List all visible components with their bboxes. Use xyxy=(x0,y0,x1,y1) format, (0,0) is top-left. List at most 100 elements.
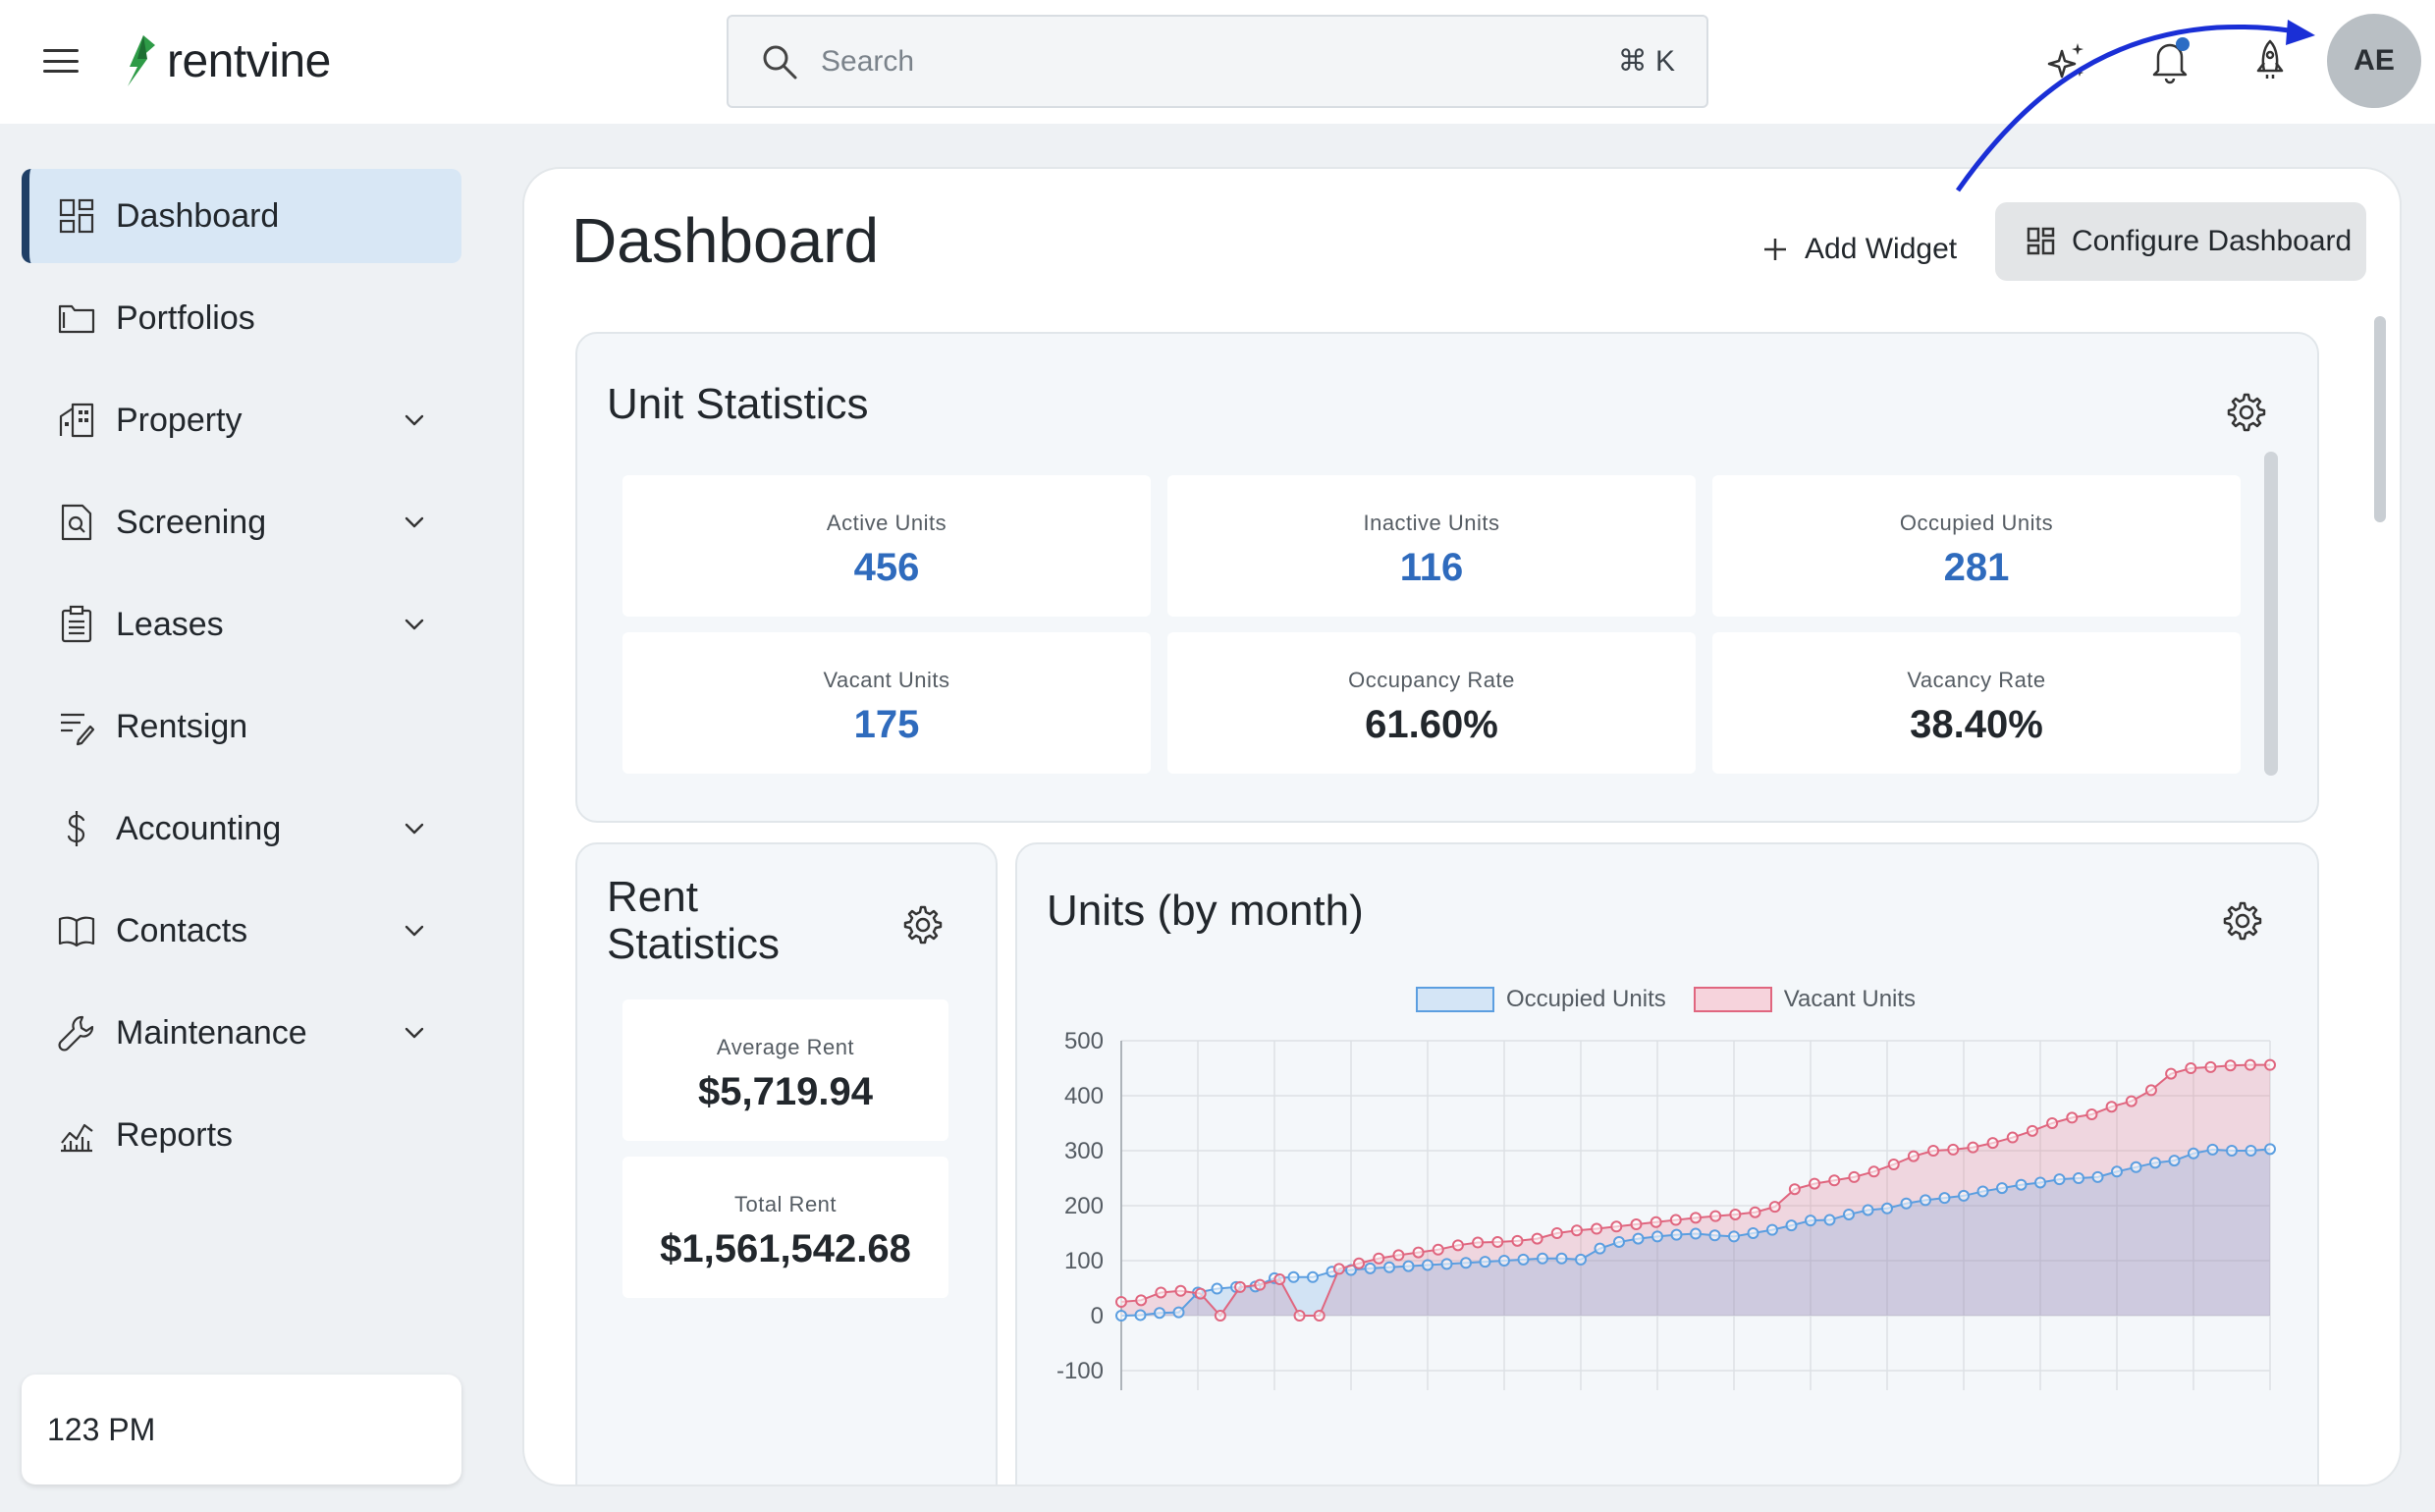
legend-label-vacant[interactable]: Vacant Units xyxy=(1783,986,1917,1012)
data-point xyxy=(2125,1095,2137,1107)
dashboard-icon xyxy=(59,198,94,234)
add-widget-button[interactable]: Add Widget xyxy=(1761,220,1957,279)
stat-label: Occupancy Rate xyxy=(1348,668,1515,692)
data-point xyxy=(1630,1218,1643,1231)
sidebar-item-label: Rentsign xyxy=(116,707,248,745)
clipboard-icon xyxy=(61,605,92,643)
gear-icon[interactable] xyxy=(2221,899,2264,943)
sidebar-item-leases[interactable]: Leases xyxy=(22,577,461,672)
sidebar-item-label: Accounting xyxy=(116,809,282,847)
data-point xyxy=(2149,1157,2161,1169)
data-point xyxy=(1154,1307,1165,1320)
data-point xyxy=(2085,1108,2098,1121)
sidebar-item-label: Contacts xyxy=(116,911,248,949)
data-point xyxy=(1976,1185,1989,1198)
sidebar-item-label: Maintenance xyxy=(116,1013,307,1052)
data-point xyxy=(1373,1252,1385,1265)
menu-icon[interactable] xyxy=(39,43,82,79)
data-point xyxy=(2111,1165,2123,1178)
data-point xyxy=(1174,1284,1187,1297)
data-point xyxy=(1479,1256,1491,1269)
data-point xyxy=(1887,1159,1900,1170)
data-point xyxy=(1460,1257,1472,1269)
notifications-button[interactable] xyxy=(2148,37,2192,84)
data-point xyxy=(2206,1143,2219,1156)
sidebar-item-property[interactable]: Property xyxy=(22,373,461,467)
data-point xyxy=(1307,1270,1319,1283)
time-display[interactable]: 123 PM xyxy=(22,1375,461,1485)
data-point xyxy=(1610,1220,1623,1233)
data-point xyxy=(1938,1192,1951,1205)
stat-tile-vacant-units: Vacant Units 175 xyxy=(622,632,1151,774)
sidebar-item-maintenance[interactable]: Maintenance xyxy=(22,986,461,1080)
sparkle-icon[interactable] xyxy=(2046,37,2089,84)
sidebar-item-accounting[interactable]: Accounting xyxy=(22,782,461,876)
chevron-down-icon[interactable] xyxy=(403,919,426,943)
y-tick-label: 0 xyxy=(1091,1303,1104,1329)
chevron-down-icon[interactable] xyxy=(403,817,426,840)
data-point xyxy=(1690,1212,1702,1224)
sidebar-item-contacts[interactable]: Contacts xyxy=(22,884,461,978)
chevron-down-icon[interactable] xyxy=(403,613,426,636)
data-point xyxy=(1214,1310,1226,1322)
sidebar-item-label: Leases xyxy=(116,605,224,643)
y-tick-label: 400 xyxy=(1064,1083,1104,1109)
brand-logo[interactable]: rentvine xyxy=(122,29,331,92)
configure-dashboard-button[interactable]: Configure Dashboard xyxy=(1995,202,2366,281)
sidebar-item-screening[interactable]: Screening xyxy=(22,475,461,569)
signature-icon xyxy=(61,713,95,746)
chevron-down-icon[interactable] xyxy=(403,408,426,432)
search-input[interactable] xyxy=(821,44,1618,79)
data-point xyxy=(2168,1155,2181,1167)
data-point xyxy=(2105,1101,2118,1113)
stat-value: 281 xyxy=(1943,546,2010,589)
data-point xyxy=(2015,1178,2028,1191)
stat-value: 175 xyxy=(853,703,920,746)
data-point xyxy=(1768,1201,1781,1214)
rent-statistics-title: Rent Statistics xyxy=(607,873,781,969)
unit-statistics-scrollbar[interactable] xyxy=(2264,452,2278,776)
data-point xyxy=(1996,1182,2008,1195)
gear-icon[interactable] xyxy=(901,903,945,946)
data-point xyxy=(1293,1310,1306,1322)
configure-dashboard-label: Configure Dashboard xyxy=(2072,225,2353,257)
data-point xyxy=(1115,1296,1127,1308)
data-point xyxy=(2073,1172,2084,1184)
series-area-occupied-units xyxy=(1121,1149,2270,1316)
sidebar-item-label: Dashboard xyxy=(116,196,280,235)
data-point xyxy=(1709,1210,1722,1222)
data-point xyxy=(2091,1170,2104,1183)
stat-label: Average Rent xyxy=(716,1035,855,1059)
legend-swatch-vacant[interactable] xyxy=(1693,987,1772,1012)
stat-value: 456 xyxy=(853,546,920,589)
data-point xyxy=(1254,1278,1267,1291)
main-scrollbar-thumb[interactable] xyxy=(2374,316,2386,522)
data-point xyxy=(1848,1170,1861,1183)
sidebar-item-portfolios[interactable]: Portfolios xyxy=(22,271,461,365)
data-point xyxy=(1805,1215,1816,1227)
search-shortcut: ⌘ K xyxy=(1617,45,1675,78)
gear-icon[interactable] xyxy=(2225,391,2268,434)
sidebar-item-reports[interactable]: Reports xyxy=(22,1088,461,1182)
sidebar-item-rentsign[interactable]: Rentsign xyxy=(22,679,461,774)
data-point xyxy=(1194,1287,1207,1300)
search-bar[interactable]: ⌘ K xyxy=(727,15,1708,108)
folder-icon xyxy=(58,304,95,334)
y-tick-label: 300 xyxy=(1064,1138,1104,1164)
chevron-down-icon[interactable] xyxy=(403,511,426,534)
data-point xyxy=(2204,1060,2217,1073)
legend-label-occupied[interactable]: Occupied Units xyxy=(1506,986,1666,1012)
legend-swatch-occupied[interactable] xyxy=(1416,987,1494,1012)
rocket-icon[interactable] xyxy=(2248,37,2292,84)
data-point xyxy=(1172,1306,1185,1319)
user-avatar[interactable]: AE xyxy=(2327,14,2421,108)
stat-label: Occupied Units xyxy=(1899,511,2054,535)
data-point xyxy=(2264,1058,2276,1071)
building-icon xyxy=(59,403,94,438)
chevron-down-icon[interactable] xyxy=(403,1021,426,1045)
units-by-month-card: Units (by month) Occupied Units Vacant U… xyxy=(1015,842,2319,1485)
data-point xyxy=(1766,1223,1778,1236)
sidebar-item-dashboard[interactable]: Dashboard xyxy=(22,169,461,263)
top-bar: rentvine ⌘ K AE xyxy=(0,0,2435,124)
data-point xyxy=(2046,1117,2059,1129)
